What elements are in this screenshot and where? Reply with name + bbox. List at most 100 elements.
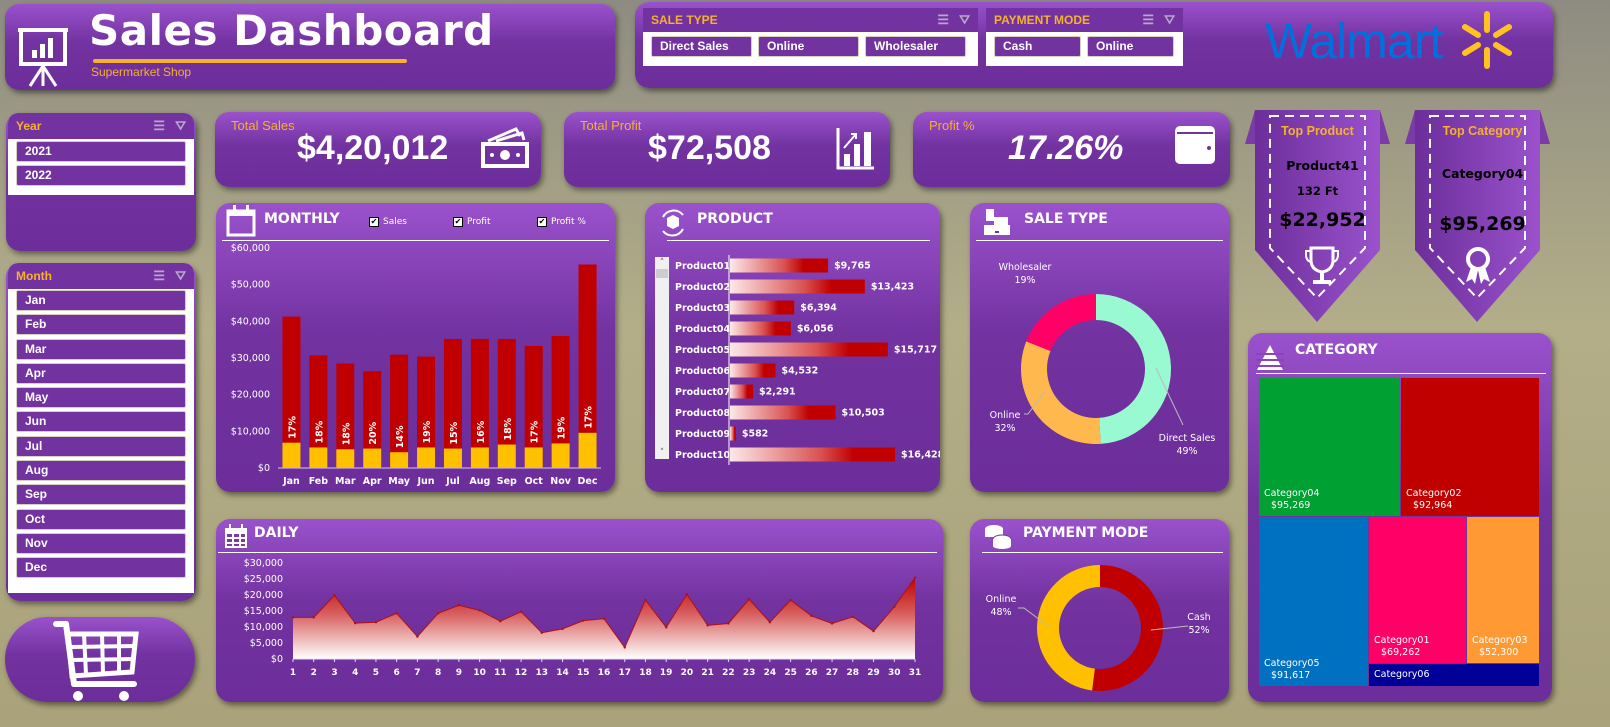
treemap-tile-category06[interactable]: Category06 bbox=[1369, 664, 1539, 686]
profit-bar[interactable] bbox=[524, 447, 543, 468]
profit-bar[interactable] bbox=[470, 447, 489, 468]
scroll-down-icon[interactable]: ˅ bbox=[659, 448, 665, 458]
slicer-option-direct-sales[interactable]: Direct Sales bbox=[651, 36, 752, 57]
checkbox-icon[interactable]: ✔ bbox=[369, 217, 379, 227]
sales-bar[interactable] bbox=[497, 338, 516, 468]
cart-button[interactable] bbox=[5, 617, 195, 702]
scroll-thumb[interactable] bbox=[656, 269, 668, 278]
treemap-tile-category01[interactable]: Category01 $69,262 bbox=[1369, 517, 1466, 663]
slicer-option-mar[interactable]: Mar bbox=[16, 338, 186, 360]
sales-bar[interactable] bbox=[443, 338, 462, 468]
daily-point[interactable] bbox=[913, 576, 917, 579]
slicer-option-wholesaler[interactable]: Wholesaler bbox=[865, 36, 966, 57]
slice-cash[interactable] bbox=[1092, 565, 1163, 691]
daily-point[interactable] bbox=[457, 604, 461, 607]
daily-point[interactable] bbox=[540, 631, 543, 634]
product-bar[interactable] bbox=[730, 426, 736, 441]
daily-point[interactable] bbox=[333, 594, 336, 597]
slicer-option-online[interactable]: Online bbox=[758, 36, 859, 57]
daily-point[interactable] bbox=[830, 622, 834, 625]
sales-bar[interactable] bbox=[578, 264, 597, 469]
product-bar[interactable] bbox=[730, 363, 776, 378]
slicer-option-oct[interactable]: Oct bbox=[16, 508, 186, 530]
daily-point[interactable] bbox=[416, 635, 419, 638]
multi-select-icon[interactable]: ☰ bbox=[937, 12, 950, 27]
profit-bar[interactable] bbox=[551, 443, 570, 468]
slice-wholesaler[interactable] bbox=[1026, 294, 1096, 351]
product-bar[interactable] bbox=[730, 384, 754, 399]
sales-bar[interactable] bbox=[309, 355, 328, 468]
clear-filter-icon[interactable]: ⛛ bbox=[959, 12, 970, 27]
slicer-option-cash[interactable]: Cash bbox=[994, 36, 1081, 57]
sales-bar[interactable] bbox=[524, 345, 543, 468]
slice-direct-sales[interactable] bbox=[1096, 294, 1172, 444]
profit-bar[interactable] bbox=[497, 444, 516, 468]
daily-point[interactable] bbox=[851, 615, 854, 618]
daily-area[interactable] bbox=[293, 577, 915, 659]
multi-select-icon[interactable]: ☰ bbox=[153, 118, 166, 133]
clear-filter-icon[interactable]: ⛛ bbox=[1164, 12, 1175, 27]
treemap-tile-category02[interactable]: Category02 $92,964 bbox=[1401, 378, 1539, 516]
slice-online[interactable] bbox=[1036, 565, 1100, 691]
scroll-up-icon[interactable]: ˄ bbox=[659, 258, 665, 268]
treemap-tile-category03[interactable]: Category03 $52,300 bbox=[1467, 517, 1539, 663]
profit-bar[interactable] bbox=[443, 448, 462, 468]
slicer-option-jul[interactable]: Jul bbox=[16, 435, 186, 457]
legend-profit[interactable]: ✔ Profit bbox=[453, 217, 490, 227]
daily-point[interactable] bbox=[768, 621, 772, 624]
daily-point[interactable] bbox=[395, 612, 398, 615]
product-bar[interactable] bbox=[730, 447, 895, 462]
treemap-tile-category04[interactable]: Category04 $95,269 bbox=[1259, 378, 1400, 516]
sales-bar[interactable] bbox=[282, 316, 301, 468]
profit-bar[interactable] bbox=[282, 442, 301, 468]
sales-bar[interactable] bbox=[336, 363, 355, 469]
profit-bar[interactable] bbox=[363, 448, 382, 468]
multi-select-icon[interactable]: ☰ bbox=[153, 268, 166, 283]
daily-point[interactable] bbox=[436, 612, 440, 615]
profit-bar[interactable] bbox=[390, 452, 409, 468]
daily-point[interactable] bbox=[623, 646, 626, 649]
profit-bar[interactable] bbox=[578, 432, 597, 468]
clear-filter-icon[interactable]: ⛛ bbox=[175, 118, 186, 133]
slicer-option-jun[interactable]: Jun bbox=[16, 411, 186, 433]
daily-point[interactable] bbox=[810, 614, 813, 617]
daily-point[interactable] bbox=[727, 622, 730, 625]
slicer-option-sep[interactable]: Sep bbox=[16, 484, 186, 506]
slicer-option-online[interactable]: Online bbox=[1087, 36, 1174, 57]
clear-filter-icon[interactable]: ⛛ bbox=[175, 268, 186, 283]
daily-point[interactable] bbox=[665, 626, 668, 629]
daily-point[interactable] bbox=[582, 619, 585, 622]
product-bar[interactable] bbox=[730, 258, 829, 273]
product-bar[interactable] bbox=[730, 300, 795, 315]
multi-select-icon[interactable]: ☰ bbox=[1142, 12, 1155, 27]
slicer-option-aug[interactable]: Aug bbox=[16, 460, 186, 482]
daily-point[interactable] bbox=[354, 621, 357, 625]
slicer-option-jan[interactable]: Jan bbox=[16, 290, 186, 311]
product-bar[interactable] bbox=[730, 342, 888, 357]
sales-bar[interactable] bbox=[390, 354, 409, 468]
slicer-option-dec[interactable]: Dec bbox=[16, 557, 186, 579]
daily-point[interactable] bbox=[478, 609, 481, 612]
daily-point[interactable] bbox=[499, 620, 502, 623]
daily-point[interactable] bbox=[519, 610, 523, 613]
sales-bar[interactable] bbox=[551, 336, 570, 468]
product-bar[interactable] bbox=[730, 321, 791, 336]
slicer-option-feb[interactable]: Feb bbox=[16, 314, 186, 336]
daily-point[interactable] bbox=[374, 621, 378, 624]
daily-point[interactable] bbox=[561, 627, 564, 631]
treemap-tile-category05[interactable]: Category05 $91,617 bbox=[1259, 517, 1368, 686]
daily-point[interactable] bbox=[685, 593, 689, 596]
legend-sales[interactable]: ✔ Sales bbox=[369, 217, 407, 227]
slicer-option-apr[interactable]: Apr bbox=[16, 362, 186, 384]
daily-point[interactable] bbox=[312, 616, 315, 619]
checkbox-icon[interactable]: ✔ bbox=[453, 217, 463, 227]
sales-bar[interactable] bbox=[470, 338, 489, 468]
daily-point[interactable] bbox=[291, 616, 295, 619]
daily-point[interactable] bbox=[747, 597, 751, 601]
daily-point[interactable] bbox=[602, 617, 606, 620]
slice-online[interactable] bbox=[1021, 341, 1101, 444]
checkbox-icon[interactable]: ✔ bbox=[537, 217, 547, 227]
daily-point[interactable] bbox=[789, 598, 792, 602]
product-scrollbar[interactable]: ˄ ˅ bbox=[655, 257, 669, 459]
daily-point[interactable] bbox=[872, 629, 875, 633]
